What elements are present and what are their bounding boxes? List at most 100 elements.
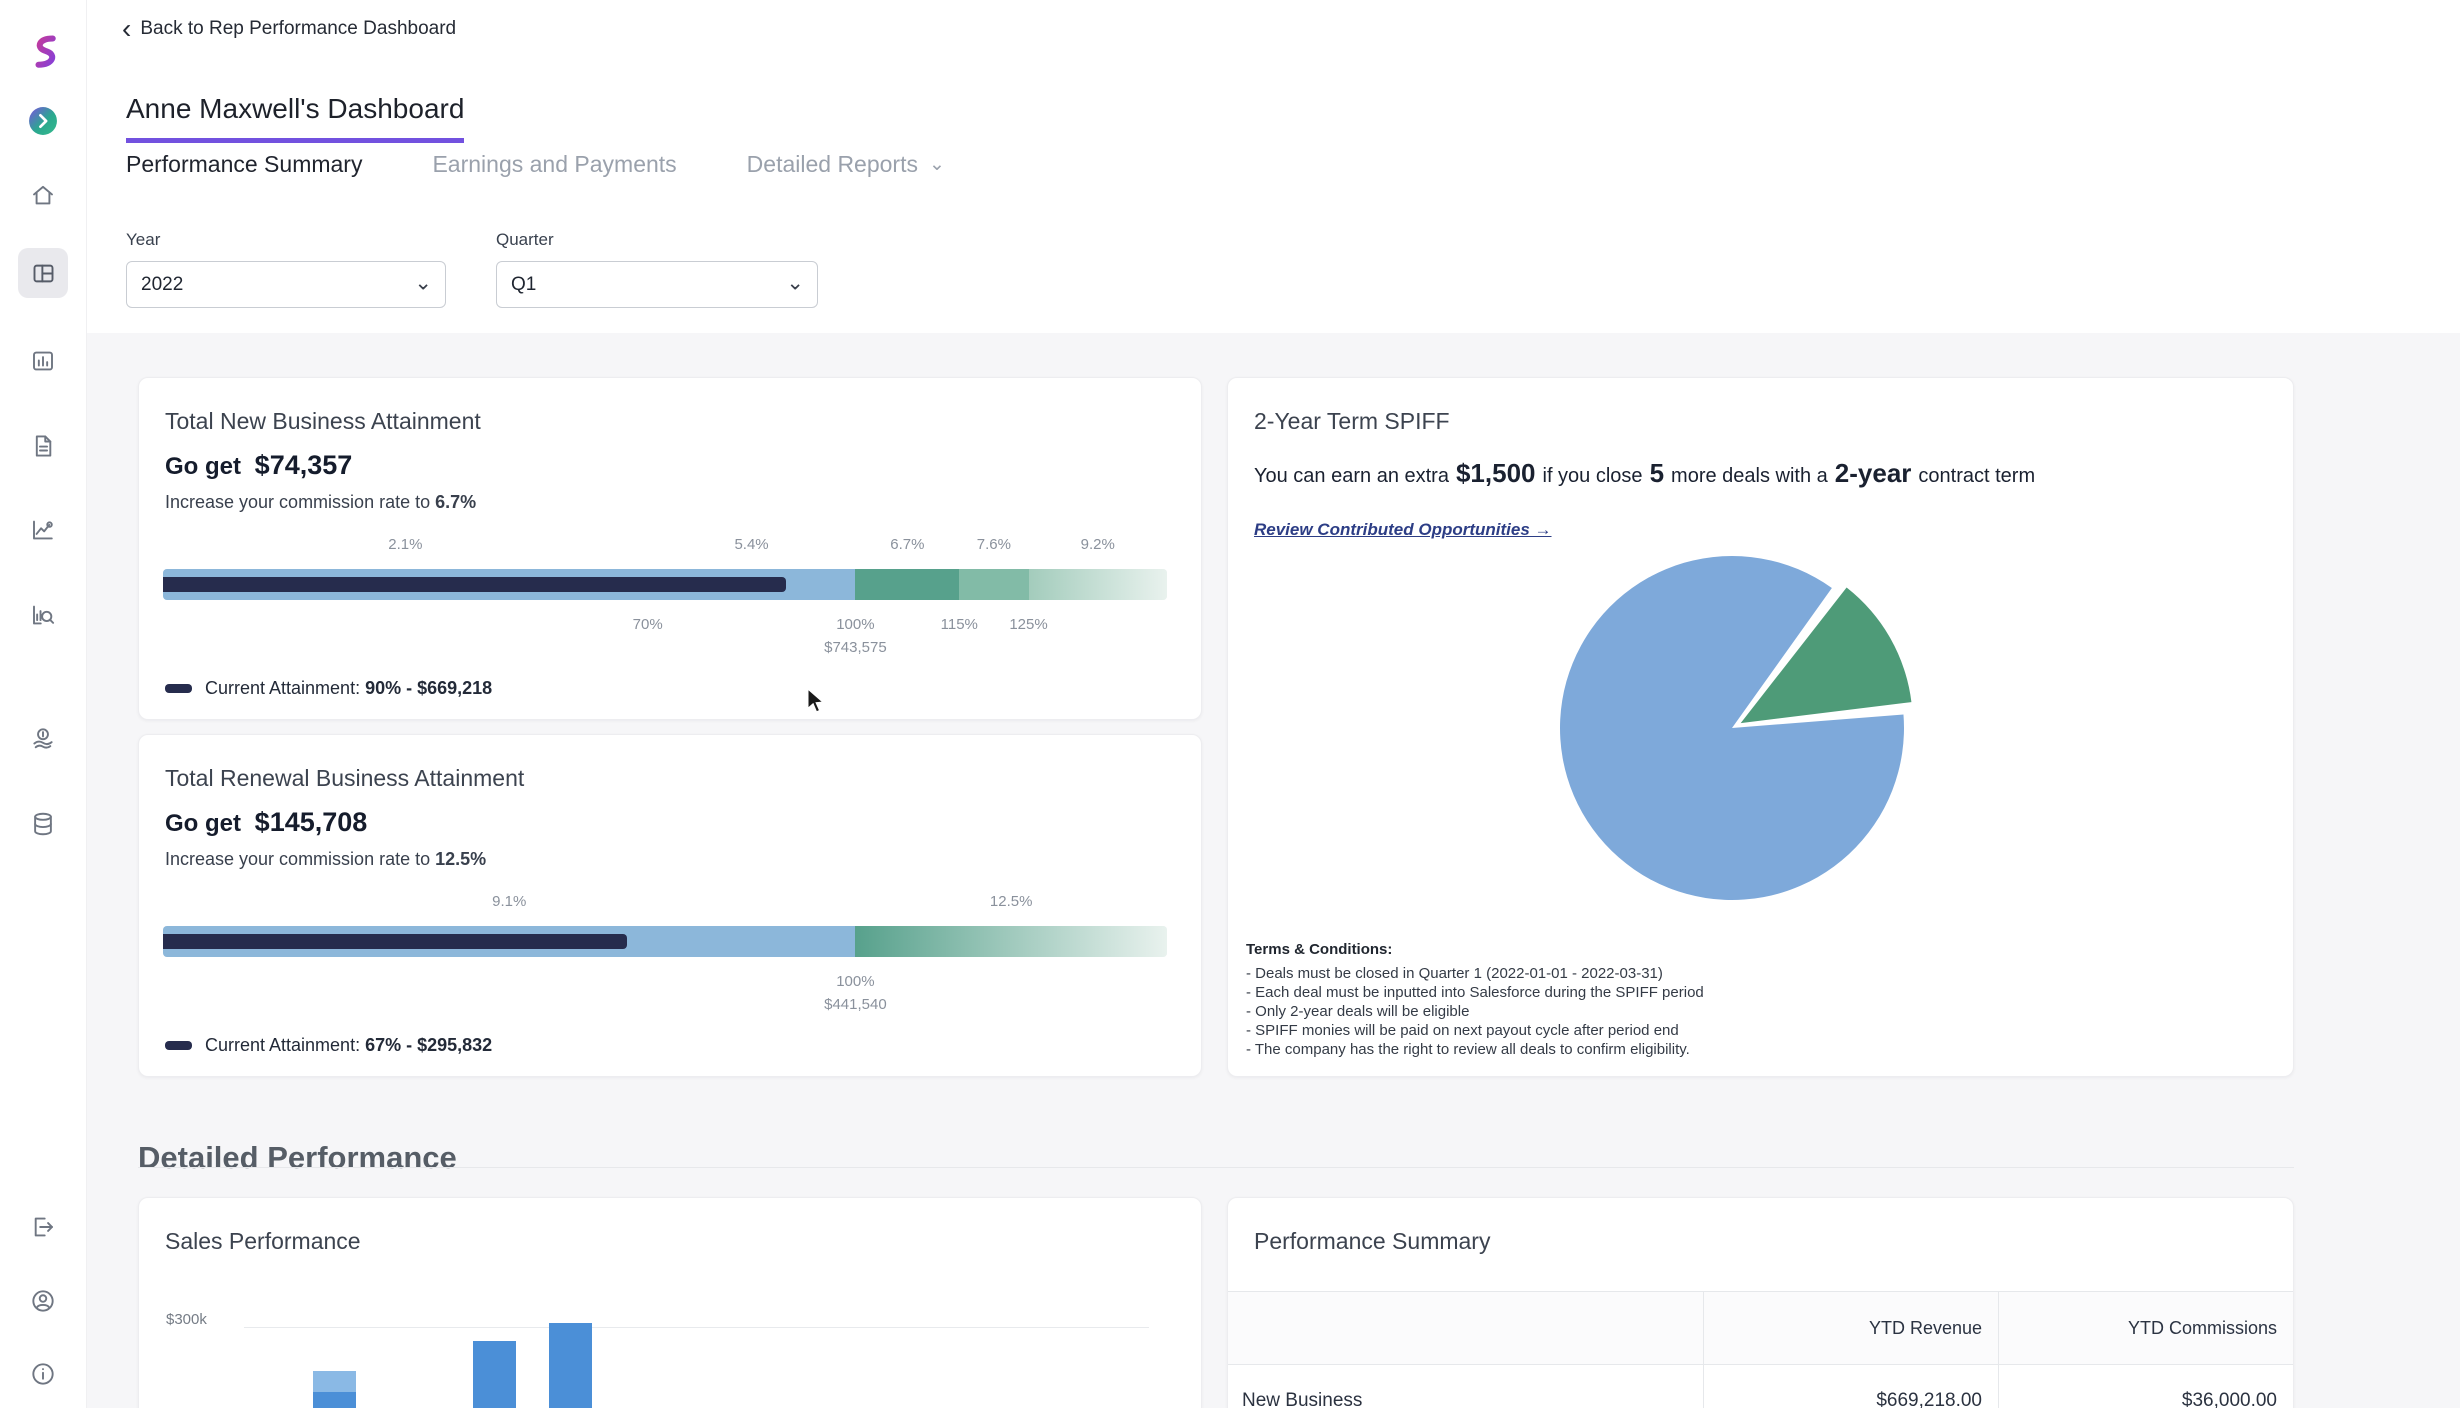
offer-text: contract term xyxy=(1918,465,2035,488)
quarter-select[interactable]: Q1 xyxy=(497,262,817,307)
legend-label: Current Attainment: xyxy=(205,678,360,698)
legend-label: Current Attainment: xyxy=(205,1035,360,1055)
sidebar-item-commissions[interactable] xyxy=(30,517,57,544)
year-select-wrap: 2022 ⌄ xyxy=(126,261,446,308)
tier-commission-rate-label: 9.2% xyxy=(1081,536,1115,553)
tier-rate-labels: 2.1% 5.4% 6.7% 7.6% 9.2% xyxy=(163,536,1167,556)
row-label: New Business xyxy=(1228,1365,1703,1408)
tab-performance-summary[interactable]: Performance Summary xyxy=(126,151,362,178)
tier-commission-rate-label: 6.7% xyxy=(890,536,924,553)
app-logo[interactable] xyxy=(25,32,61,72)
section-divider xyxy=(138,1167,2294,1168)
terms-item: - Deals must be closed in Quarter 1 (202… xyxy=(1246,964,1704,983)
quarter-select-wrap: Q1 ⌄ xyxy=(496,261,818,308)
rate-value: 6.7% xyxy=(435,492,476,512)
legend-text: Current Attainment: 67% - $295,832 xyxy=(205,1035,492,1056)
card-title: Total Renewal Business Attainment xyxy=(165,765,524,792)
profile-icon xyxy=(30,1288,57,1315)
active-item-highlight xyxy=(18,248,68,298)
sidebar-item-payouts[interactable] xyxy=(30,726,57,753)
attainment-chart: 2.1% 5.4% 6.7% 7.6% 9.2% 70% 100%$743,575 115%… xyxy=(163,536,1167,666)
go-get-line: Go get $74,357 xyxy=(165,450,352,481)
sidebar xyxy=(0,0,87,1408)
attainment-tier-segment xyxy=(855,926,1167,957)
database-icon xyxy=(30,811,57,838)
current-attainment-bar xyxy=(163,934,627,949)
axis-tick: 115% xyxy=(941,616,978,633)
new-business-attainment-card: Total New Business Attainment Go get $74… xyxy=(138,377,1202,720)
attainment-bar-track xyxy=(163,926,1167,957)
page-title: Anne Maxwell's Dashboard xyxy=(126,93,464,143)
terms-item: - The company has the right to review al… xyxy=(1246,1040,1704,1059)
rate-text: Increase your commission rate to xyxy=(165,492,430,512)
getting-started-icon xyxy=(28,106,59,137)
sidebar-item-logout[interactable] xyxy=(30,1214,57,1241)
sidebar-item-reports[interactable] xyxy=(30,348,57,375)
axis-tick: 125% xyxy=(1009,616,1047,633)
sales-bar-segment xyxy=(313,1392,356,1408)
renewal-attainment-card: Total Renewal Business Attainment Go get… xyxy=(138,734,1202,1077)
quarter-filter-label: Quarter xyxy=(496,230,554,250)
attainment-bar-track xyxy=(163,569,1167,600)
home-icon xyxy=(30,182,57,209)
offer-text: You can earn an extra xyxy=(1254,465,1449,488)
terms-item: - Only 2-year deals will be eligible xyxy=(1246,1002,1704,1021)
year-select[interactable]: 2022 xyxy=(127,262,445,307)
tier-rate-labels: 9.1%12.5% xyxy=(163,893,1167,913)
tier-commission-rate-label: 2.1% xyxy=(388,536,422,553)
legend-swatch xyxy=(165,1041,192,1050)
go-get-amount: $74,357 xyxy=(255,450,353,480)
tier-commission-rate-label: 9.1% xyxy=(492,893,526,910)
sidebar-item-statements[interactable] xyxy=(30,433,57,460)
performance-summary-table: YTD Revenue YTD Commissions New Business… xyxy=(1228,1291,2293,1408)
sales-bar-segment xyxy=(473,1341,516,1408)
attainment-tier-segment xyxy=(855,569,959,600)
tab-label: Performance Summary xyxy=(126,151,362,178)
tier-commission-rate-label: 5.4% xyxy=(734,536,768,553)
dashboards-icon xyxy=(30,260,57,287)
app-root: ‹ Back to Rep Performance Dashboard Anne… xyxy=(0,0,2460,1408)
sidebar-item-profile[interactable] xyxy=(30,1288,57,1315)
chevron-down-icon: ⌄ xyxy=(929,153,945,176)
chart-magnifier-icon xyxy=(30,602,57,629)
attainment-legend: Current Attainment: 67% - $295,832 xyxy=(165,1035,492,1056)
offer-amount: $1,500 xyxy=(1456,458,1536,489)
sidebar-item-getting-started[interactable] xyxy=(28,106,59,137)
offer-deal-count: 5 xyxy=(1650,458,1664,489)
offer-term: 2-year xyxy=(1835,458,1912,489)
rate-increase-line: Increase your commission rate to 12.5% xyxy=(165,849,486,870)
card-title: Performance Summary xyxy=(1254,1228,1490,1255)
axis-tick: 70% xyxy=(633,616,663,633)
spiff-offer-text: You can earn an extra $1,500 if you clos… xyxy=(1254,458,2035,489)
sales-performance-card: Sales Performance $300k xyxy=(138,1197,1202,1408)
sidebar-item-audit[interactable] xyxy=(30,602,57,629)
go-get-amount: $145,708 xyxy=(255,807,368,837)
sidebar-item-dashboards[interactable] xyxy=(18,248,68,298)
payout-hand-coin-icon xyxy=(30,726,57,753)
tier-commission-rate-label: 7.6% xyxy=(977,536,1011,553)
sales-bar-chart xyxy=(139,1198,1201,1408)
axis-tick: 100%$743,575 xyxy=(824,616,887,656)
attainment-tier-segment xyxy=(1029,569,1167,600)
spiff-pie-chart xyxy=(1522,518,1942,938)
current-attainment-bar xyxy=(163,577,786,592)
statements-icon xyxy=(30,433,57,460)
sidebar-item-data[interactable] xyxy=(30,811,57,838)
table-header-ytd-commissions: YTD Commissions xyxy=(1998,1292,2293,1364)
rate-value: 12.5% xyxy=(435,849,486,869)
tab-detailed-reports[interactable]: Detailed Reports ⌄ xyxy=(747,151,945,178)
commission-trend-icon xyxy=(30,517,57,544)
back-link[interactable]: ‹ Back to Rep Performance Dashboard xyxy=(122,18,456,40)
sidebar-item-info[interactable] xyxy=(30,1361,57,1388)
table-header-empty xyxy=(1228,1292,1703,1364)
rate-increase-line: Increase your commission rate to 6.7% xyxy=(165,492,476,513)
tab-earnings-and-payments[interactable]: Earnings and Payments xyxy=(432,151,676,178)
review-opportunities-link[interactable]: Review Contributed Opportunities → xyxy=(1254,520,1552,540)
year-filter-label: Year xyxy=(126,230,160,250)
sidebar-item-home[interactable] xyxy=(30,182,57,209)
chevron-left-icon: ‹ xyxy=(122,18,131,40)
terms-item: - Each deal must be inputted into Salesf… xyxy=(1246,983,1704,1002)
terms-and-conditions: Terms & Conditions: - Deals must be clos… xyxy=(1246,940,1704,1059)
reports-icon xyxy=(30,348,57,375)
section-heading: Detailed Performance xyxy=(138,1140,457,1176)
